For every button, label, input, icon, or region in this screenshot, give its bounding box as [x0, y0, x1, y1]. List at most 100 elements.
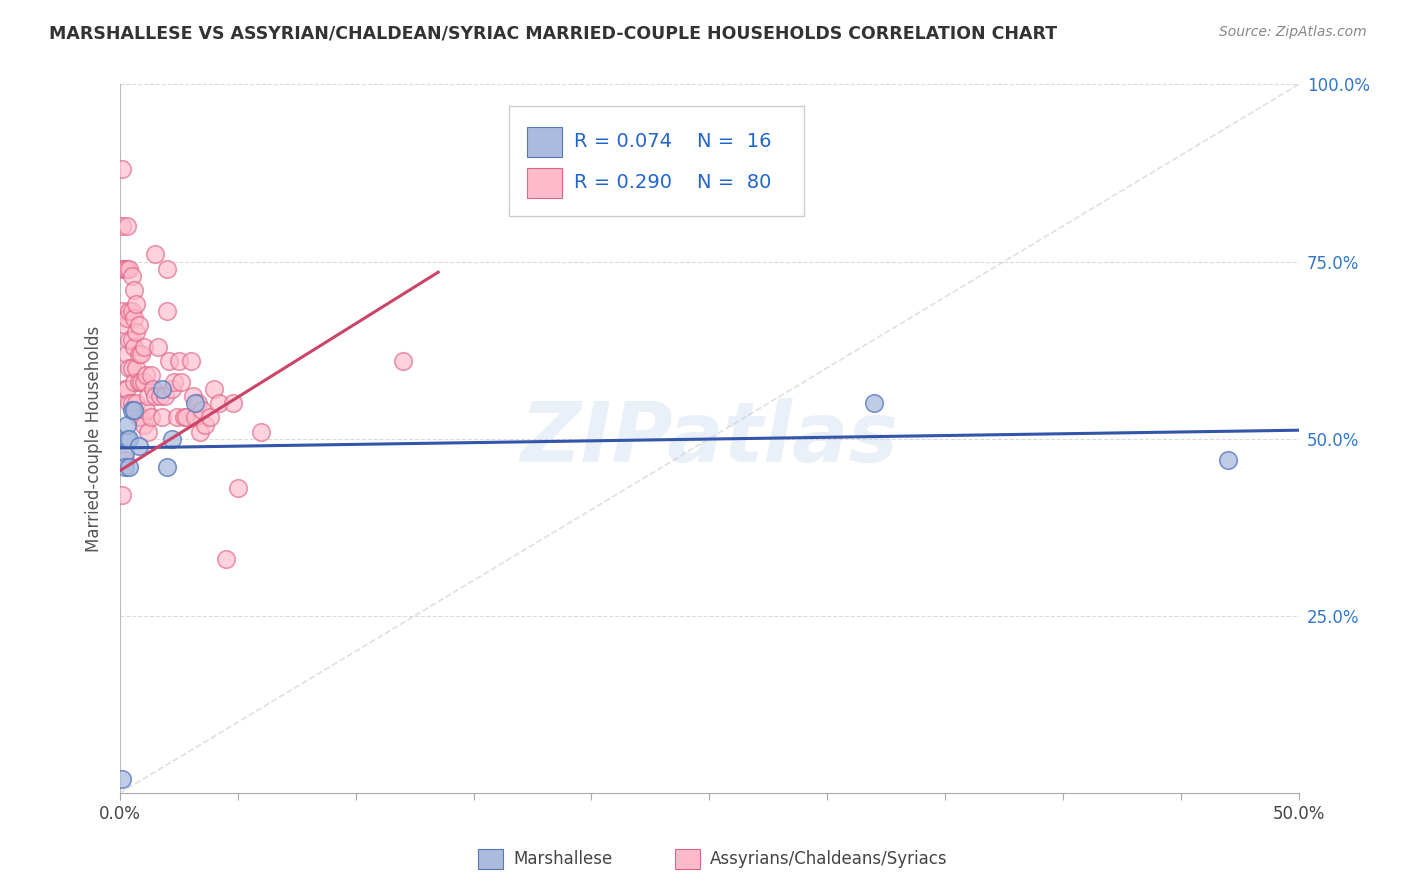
Point — [135, 403, 157, 417]
Point — [184, 410, 207, 425]
Point — [159, 353, 181, 368]
Point — [215, 552, 238, 566]
Point — [208, 396, 231, 410]
Point — [143, 247, 166, 261]
Point — [121, 268, 143, 283]
Point — [115, 261, 138, 276]
Point — [122, 403, 145, 417]
Point — [153, 389, 176, 403]
Point — [121, 403, 143, 417]
Point — [125, 326, 148, 340]
Point — [136, 389, 159, 403]
Point — [188, 425, 211, 439]
Point — [146, 340, 169, 354]
Point — [132, 375, 155, 389]
Point — [118, 432, 141, 446]
Point — [118, 304, 141, 318]
Point — [166, 410, 188, 425]
Text: R = 0.074    N =  16: R = 0.074 N = 16 — [574, 132, 772, 152]
Point — [121, 304, 143, 318]
FancyBboxPatch shape — [527, 127, 562, 157]
Y-axis label: Married-couple Households: Married-couple Households — [86, 326, 103, 552]
Point — [132, 417, 155, 432]
Point — [222, 396, 245, 410]
Point — [114, 318, 136, 333]
Point — [121, 333, 143, 347]
Point — [173, 410, 195, 425]
Point — [115, 432, 138, 446]
Point — [115, 382, 138, 396]
Point — [128, 439, 150, 453]
FancyBboxPatch shape — [509, 105, 804, 216]
Point — [194, 417, 217, 432]
Point — [128, 347, 150, 361]
Point — [167, 353, 190, 368]
Point — [170, 375, 193, 389]
Point — [128, 410, 150, 425]
Point — [139, 368, 162, 382]
Point — [392, 353, 415, 368]
Point — [115, 311, 138, 326]
Point — [1216, 453, 1239, 467]
Point — [111, 772, 134, 786]
Point — [187, 396, 209, 410]
Point — [122, 311, 145, 326]
Point — [121, 360, 143, 375]
Point — [139, 410, 162, 425]
Point — [115, 417, 138, 432]
Point — [111, 488, 134, 502]
Point — [125, 360, 148, 375]
Text: Assyrians/Chaldeans/Syriacs: Assyrians/Chaldeans/Syriacs — [710, 850, 948, 868]
Point — [163, 375, 186, 389]
Point — [226, 481, 249, 495]
Point — [149, 389, 172, 403]
Point — [114, 382, 136, 396]
Point — [202, 382, 225, 396]
Point — [111, 304, 134, 318]
Point — [160, 432, 183, 446]
Text: Source: ZipAtlas.com: Source: ZipAtlas.com — [1219, 25, 1367, 39]
Point — [128, 375, 150, 389]
Point — [143, 389, 166, 403]
Point — [198, 410, 221, 425]
Point — [118, 261, 141, 276]
Point — [191, 403, 214, 417]
Point — [118, 333, 141, 347]
Text: ZIPatlas: ZIPatlas — [520, 398, 898, 479]
Point — [180, 353, 202, 368]
Point — [115, 219, 138, 234]
Point — [174, 410, 197, 425]
Point — [184, 396, 207, 410]
Point — [128, 318, 150, 333]
Point — [125, 297, 148, 311]
Point — [152, 382, 174, 396]
Point — [863, 396, 886, 410]
Point — [156, 261, 179, 276]
Point — [121, 396, 143, 410]
Point — [111, 219, 134, 234]
Point — [122, 375, 145, 389]
Point — [142, 382, 165, 396]
Point — [114, 453, 136, 467]
Point — [118, 396, 141, 410]
Point — [129, 347, 152, 361]
Text: Marshallese: Marshallese — [513, 850, 613, 868]
Point — [118, 360, 141, 375]
Point — [111, 162, 134, 177]
Point — [129, 410, 152, 425]
Point — [114, 261, 136, 276]
Point — [129, 375, 152, 389]
Text: MARSHALLESE VS ASSYRIAN/CHALDEAN/SYRIAC MARRIED-COUPLE HOUSEHOLDS CORRELATION CH: MARSHALLESE VS ASSYRIAN/CHALDEAN/SYRIAC … — [49, 25, 1057, 43]
Point — [250, 425, 273, 439]
Point — [152, 410, 174, 425]
Point — [111, 261, 134, 276]
Point — [118, 460, 141, 475]
Point — [122, 283, 145, 297]
Text: R = 0.290    N =  80: R = 0.290 N = 80 — [574, 173, 770, 193]
Point — [156, 460, 179, 475]
Point — [132, 340, 155, 354]
Point — [114, 460, 136, 475]
Point — [125, 396, 148, 410]
Point — [115, 347, 138, 361]
Point — [181, 389, 204, 403]
